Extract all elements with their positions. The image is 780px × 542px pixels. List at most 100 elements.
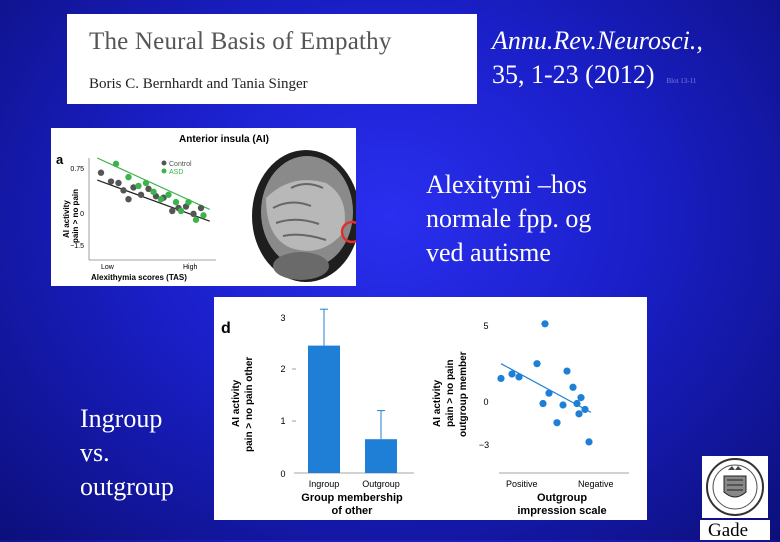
scatter-ylabel-1: AI activity: [432, 379, 443, 427]
journal-citation: Annu.Rev.Neurosci., 35, 1-23 (2012) Blot …: [492, 24, 703, 98]
bar-category-ingroup: Ingroup: [309, 479, 340, 489]
point-control: [115, 179, 122, 187]
journal-line-1: Annu.Rev.Neurosci.,: [492, 26, 703, 55]
scatter-point: [581, 405, 589, 414]
point-asd: [185, 198, 192, 206]
author-tag: Gade: [708, 520, 749, 541]
alex-line-2: normale fpp. og: [426, 204, 592, 233]
ingroup-line-1: Ingroup: [80, 404, 163, 433]
chart-a-ytick-0: 0.75: [70, 166, 84, 173]
point-control: [125, 195, 132, 203]
legend-asd-marker: [161, 168, 167, 174]
point-control: [130, 184, 137, 191]
point-asd: [125, 173, 132, 181]
scatter-point: [575, 410, 583, 418]
chart-a-ylabel-1: AI activity: [62, 200, 71, 238]
ingroup-caption: Ingroup vs. outgroup: [80, 402, 174, 504]
scatter-point: [508, 370, 516, 378]
point-asd: [142, 179, 150, 187]
scatter-point: [497, 374, 505, 383]
point-control: [169, 207, 176, 215]
scatter-ytick-5: 5: [483, 321, 488, 331]
alex-line-1: Alexitymi –hos: [426, 170, 588, 199]
brain-illustration: [252, 150, 364, 282]
point-asd: [165, 191, 172, 198]
point-asd: [112, 160, 120, 168]
scatter-point: [533, 360, 541, 368]
scatter-point: [559, 401, 567, 409]
bar-category-outgroup: Outgroup: [362, 479, 400, 489]
university-crest: [702, 456, 768, 518]
chart-a-title: Anterior insula (AI): [179, 134, 269, 145]
point-asd: [177, 207, 185, 215]
bar-ytick-3: 3: [280, 313, 285, 323]
ingroup-line-3: outgroup: [80, 472, 174, 501]
chart-a-xtick-low: Low: [101, 264, 115, 271]
bar-ingroup: [308, 345, 340, 473]
scatter-point: [577, 394, 585, 402]
point-asd: [150, 188, 157, 196]
bar-ytick-0: 0: [280, 469, 285, 479]
crest-icon: [706, 458, 764, 516]
author-tag-box: Gade: [700, 520, 770, 541]
paper-title-box: The Neural Basis of Empathy Boris C. Ber…: [67, 14, 477, 104]
scatter-ylabel-2: pain > no pain: [445, 359, 456, 427]
scatter-point: [569, 383, 577, 391]
bar-plot-area: [292, 308, 397, 473]
point-control: [145, 185, 152, 193]
point-control: [120, 187, 127, 194]
figure-panel-a: a Anterior insula (AI) AI activity pain …: [51, 128, 364, 286]
scatter-point: [515, 373, 523, 381]
scatter-point: [553, 419, 561, 427]
point-control: [197, 204, 205, 212]
journal-line-2-text: 35, 1-23 (2012): [492, 60, 655, 89]
point-asd: [157, 195, 165, 203]
point-asd: [192, 216, 200, 223]
scatter-xtick-positive: Positive: [506, 479, 538, 489]
legend-control-marker: [161, 160, 167, 166]
paper-title: The Neural Basis of Empathy: [89, 28, 392, 55]
point-control: [107, 178, 115, 185]
point-asd: [200, 212, 207, 219]
scatter-ylabel-3: outgroup member: [458, 351, 469, 437]
scatter-point: [585, 438, 593, 446]
panel-label-d: d: [221, 320, 231, 337]
bar-ylabel-1: AI activity: [231, 379, 242, 427]
bar-xlabel-1: Group membership: [301, 492, 403, 504]
scatter-xtick-negative: Negative: [578, 479, 614, 489]
bar-ytick-2: 2: [280, 364, 285, 374]
chart-a-plot-area: [97, 157, 210, 223]
scatter-point: [539, 399, 547, 408]
legend-asd: ASD: [169, 169, 183, 176]
scatter-point: [573, 399, 581, 408]
chart-a-ytick-1: 0: [80, 211, 84, 218]
point-asd: [135, 182, 142, 190]
scatter-xlabel-1: Outgroup: [537, 492, 587, 504]
point-control: [97, 169, 105, 176]
legend-control: Control: [169, 161, 192, 168]
point-asd: [172, 198, 180, 206]
journal-line-2: 35, 1-23 (2012) Blot 13-11: [492, 58, 703, 98]
scatter-point: [541, 320, 549, 328]
figure-panel-d: d AI activity pain > no pain other 3 2 1…: [214, 297, 647, 520]
scatter-xlabel-2: impression scale: [517, 505, 606, 517]
scatter-point: [545, 389, 553, 397]
bar-outgroup: [365, 439, 397, 473]
chart-a-xtick-high: High: [183, 264, 198, 271]
chart-a-xlabel: Alexithymia scores (TAS): [91, 273, 187, 282]
scatter-ytick-neg3: −3: [479, 440, 489, 450]
paper-authors: Boris C. Bernhardt and Tania Singer: [89, 76, 308, 92]
bar-ytick-1: 1: [280, 416, 285, 426]
point-control: [190, 210, 197, 218]
scatter-plot-area: [497, 320, 593, 446]
bar-xlabel-2: of other: [332, 505, 374, 517]
figure-d-svg: d AI activity pain > no pain other 3 2 1…: [221, 308, 629, 517]
alex-line-3: ved autisme: [426, 238, 551, 267]
bar-ylabel-2: pain > no pain other: [244, 357, 255, 452]
chart-a-ylabel-2: pain > no pain: [71, 189, 80, 243]
figure-a-svg: a Anterior insula (AI) AI activity pain …: [56, 134, 364, 282]
ingroup-line-2: vs.: [80, 438, 110, 467]
scatter-ytick-0: 0: [483, 397, 488, 407]
chart-a-ytick-2: −1.5: [70, 243, 84, 250]
tiny-note: Blot 13-11: [666, 77, 697, 85]
